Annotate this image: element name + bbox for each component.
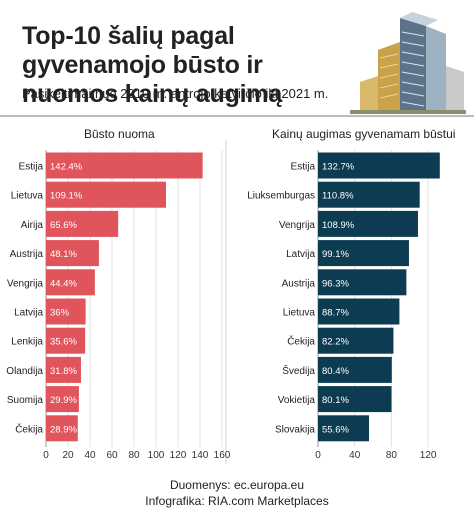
rent-tick-label: 60	[106, 450, 118, 461]
rent-category-label: Estija	[19, 162, 44, 173]
page-title: Top-10 šalių pagal gyvenamojo būsto ir n…	[22, 22, 283, 108]
page-subtitle: Pasikeitimai nuo 2010 m. antrojo ketvirč…	[22, 86, 329, 101]
housing-data-label: 99.1%	[322, 249, 349, 260]
header-divider	[0, 115, 474, 117]
rent-category-label: Lenkija	[11, 337, 43, 348]
credit-note: Infografika: RIA.com Marketplaces	[145, 494, 329, 508]
housing-tick-label: 40	[349, 450, 361, 461]
housing-bar	[318, 269, 407, 296]
housing-data-label: 80.1%	[322, 395, 349, 406]
rent-bar	[46, 386, 79, 413]
rent-data-label: 29.9%	[50, 395, 77, 406]
housing-bar	[318, 298, 400, 325]
housing-bar	[318, 240, 409, 267]
rent-bar	[46, 240, 99, 267]
rent-data-label: 31.8%	[50, 366, 77, 377]
housing-tick-label: 0	[315, 450, 321, 461]
housing-bar	[318, 386, 392, 413]
rent-category-label: Austrija	[10, 249, 44, 260]
housing-data-label: 132.7%	[322, 162, 355, 173]
housing-data-label: 80.4%	[322, 366, 349, 377]
housing-bar	[318, 181, 420, 208]
housing-category-label: Estija	[291, 162, 316, 173]
housing-bar	[318, 327, 394, 354]
housing-bar	[318, 152, 440, 179]
housing-category-label: Švedija	[282, 364, 315, 377]
housing-category-label: Čekija	[287, 335, 315, 348]
rent-tick-label: 140	[192, 450, 209, 461]
housing-data-label: 110.8%	[322, 191, 354, 202]
housing-data-label: 88.7%	[322, 308, 349, 319]
rent-data-label: 142.4%	[50, 162, 83, 173]
rent-category-label: Lietuva	[11, 191, 44, 202]
rent-data-label: 109.1%	[50, 191, 83, 202]
housing-category-label: Vokietija	[278, 395, 316, 406]
housing-category-label: Liuksemburgas	[247, 191, 315, 202]
rent-data-label: 36%	[50, 308, 70, 319]
housing-bar	[318, 210, 418, 237]
rent-bar	[46, 152, 203, 179]
housing-category-label: Vengrija	[279, 220, 316, 231]
rent-data-label: 35.6%	[50, 337, 77, 348]
rent-data-label: 65.6%	[50, 220, 77, 231]
rent-bar	[46, 269, 95, 296]
rent-bar	[46, 298, 86, 325]
source-note: Duomenys: ec.europa.eu	[169, 478, 305, 492]
rent-category-label: Olandija	[6, 366, 43, 377]
rent-data-label: 28.9%	[50, 424, 77, 435]
housing-bar	[318, 415, 370, 442]
building-illustration	[350, 12, 466, 114]
rent-data-label: 48.1%	[50, 249, 77, 260]
right-chart-title: Kainų augimas gyvenamam būstui	[272, 127, 456, 141]
housing-tick-label: 80	[386, 450, 398, 461]
housing-bar	[318, 356, 392, 383]
rent-category-label: Latvija	[14, 308, 43, 319]
housing-data-label: 82.2%	[322, 337, 349, 348]
rent-bar	[46, 181, 167, 208]
housing-data-label: 96.3%	[322, 278, 349, 289]
rent-bar	[46, 210, 119, 237]
rent-tick-label: 40	[84, 450, 96, 461]
rent-tick-label: 160	[214, 450, 231, 461]
rent-tick-label: 0	[43, 450, 49, 461]
housing-category-label: Slovakija	[275, 424, 315, 435]
rent-bar	[46, 327, 86, 354]
rent-category-label: Čekija	[15, 422, 43, 435]
rent-category-label: Suomija	[7, 395, 44, 406]
rent-bar	[46, 356, 81, 383]
housing-tick-label: 120	[420, 450, 437, 461]
housing-category-label: Lietuva	[283, 308, 316, 319]
rent-tick-label: 20	[62, 450, 74, 461]
rent-tick-label: 120	[170, 450, 187, 461]
rent-tick-label: 100	[148, 450, 165, 461]
rent-category-label: Vengrija	[7, 278, 44, 289]
rent-tick-label: 80	[128, 450, 140, 461]
rent-category-label: Airija	[21, 220, 44, 231]
left-chart-title: Būsto nuoma	[84, 127, 155, 141]
rent-data-label: 44.4%	[50, 278, 77, 289]
housing-category-label: Latvija	[286, 249, 315, 260]
housing-data-label: 108.9%	[322, 220, 355, 231]
housing-data-label: 55.6%	[322, 424, 349, 435]
housing-category-label: Austrija	[282, 278, 316, 289]
rent-bar	[46, 415, 78, 442]
